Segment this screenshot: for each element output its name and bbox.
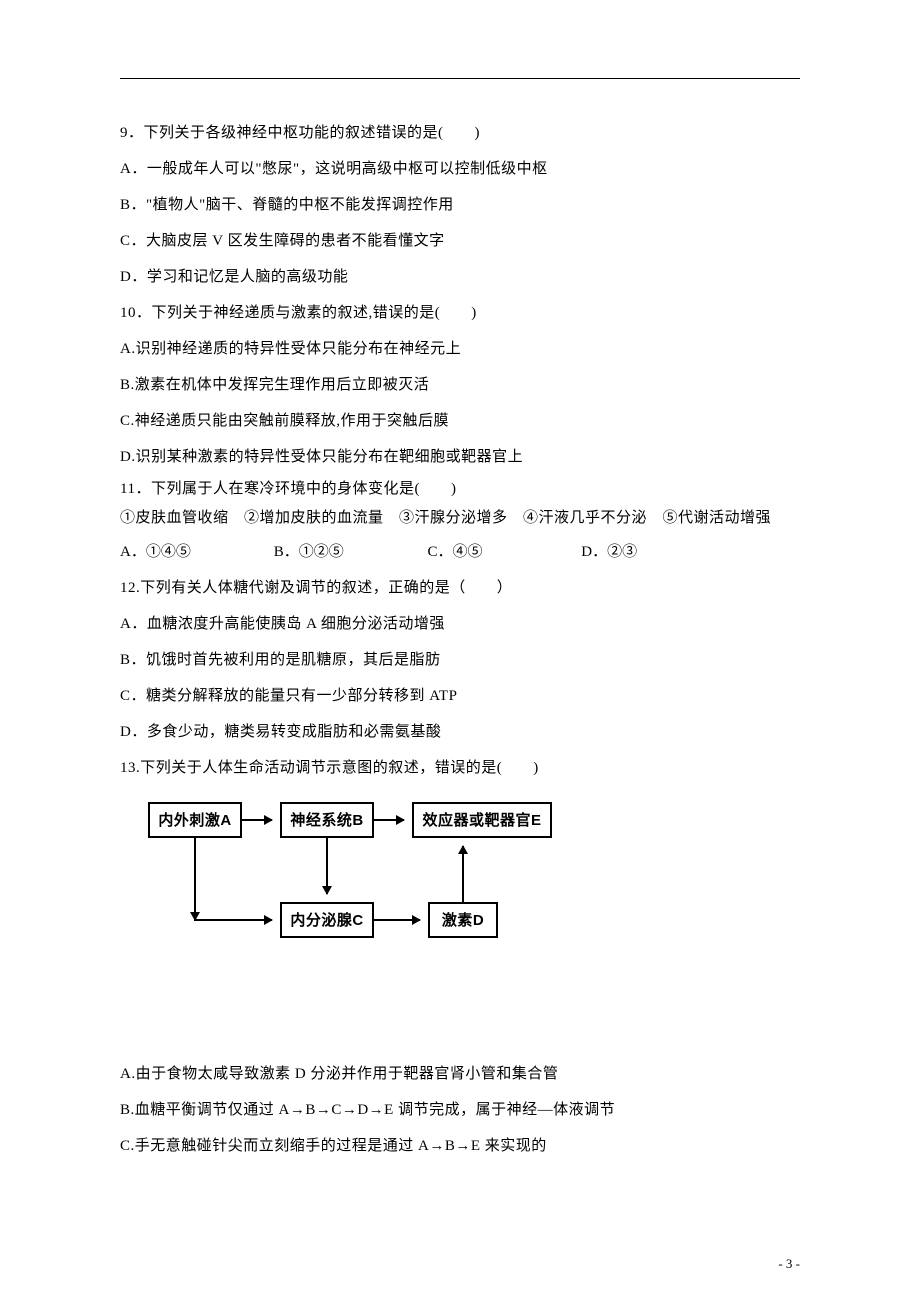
q12-opt-c: C．糖类分解释放的能量只有一少部分转移到 ATP xyxy=(120,678,800,714)
q13-opt-c: C.手无意触碰针尖而立刻缩手的过程是通过 A→B→E 来实现的 xyxy=(120,1128,800,1164)
q11-stem: 11．下列属于人在寒冷环境中的身体变化是( ) xyxy=(120,475,800,504)
q10-opt-d: D.识别某种激素的特异性受体只能分布在靶细胞或靶器官上 xyxy=(120,439,800,475)
q13-diagram: 内外刺激A 神经系统B 效应器或靶器官E 内分泌腺C 激素D xyxy=(148,800,800,950)
q13-opt-a: A.由于食物太咸导致激素 D 分泌并作用于靶器官肾小管和集合管 xyxy=(120,1056,800,1092)
q9-opt-d: D．学习和记忆是人脑的高级功能 xyxy=(120,259,800,295)
page-content: 9．下列关于各级神经中枢功能的叙述错误的是( ) A．一般成年人可以"憋尿"，这… xyxy=(0,0,920,1164)
diagram-box-b: 神经系统B xyxy=(280,802,374,838)
q12-opt-a: A．血糖浓度升高能使胰岛 A 细胞分泌活动增强 xyxy=(120,606,800,642)
arrow-b-c xyxy=(326,838,328,894)
q12-opt-d: D．多食少动，糖类易转变成脂肪和必需氨基酸 xyxy=(120,714,800,750)
arrow-a-c xyxy=(194,919,272,921)
header-rule xyxy=(120,78,800,79)
arrow-b-e xyxy=(374,819,404,821)
q11-options: A．①④⑤ B．①②⑤ C．④⑤ D．②③ xyxy=(120,534,800,570)
arrow-a-b xyxy=(242,819,272,821)
diagram-box-e: 效应器或靶器官E xyxy=(412,802,552,838)
q9-stem: 9．下列关于各级神经中枢功能的叙述错误的是( ) xyxy=(120,115,800,151)
q11-opt-d: D．②③ xyxy=(581,534,637,570)
q12-opt-b: B．饥饿时首先被利用的是肌糖原，其后是脂肪 xyxy=(120,642,800,678)
arrow-d-e xyxy=(462,846,464,902)
arrow-a-down xyxy=(194,838,196,920)
q10-opt-b: B.激素在机体中发挥完生理作用后立即被灭活 xyxy=(120,367,800,403)
q11-circled: ①皮肤血管收缩 ②增加皮肤的血流量 ③汗腺分泌增多 ④汗液几乎不分泌 ⑤代谢活动… xyxy=(120,504,800,533)
q13-opt-b: B.血糖平衡调节仅通过 A→B→C→D→E 调节完成，属于神经—体液调节 xyxy=(120,1092,800,1128)
q9-opt-a: A．一般成年人可以"憋尿"，这说明高级中枢可以控制低级中枢 xyxy=(120,151,800,187)
q9-opt-c: C．大脑皮层 V 区发生障碍的患者不能看懂文字 xyxy=(120,223,800,259)
q10-opt-a: A.识别神经递质的特异性受体只能分布在神经元上 xyxy=(120,331,800,367)
diagram-box-c: 内分泌腺C xyxy=(280,902,374,938)
arrow-c-d xyxy=(374,919,420,921)
q11-opt-c: C．④⑤ xyxy=(428,534,578,570)
spacer xyxy=(120,960,800,1056)
page-number: - 3 - xyxy=(778,1256,800,1272)
q11-opt-a: A．①④⑤ xyxy=(120,534,270,570)
q10-opt-c: C.神经递质只能由突触前膜释放,作用于突触后膜 xyxy=(120,403,800,439)
diagram-box-d: 激素D xyxy=(428,902,498,938)
q12-stem: 12.下列有关人体糖代谢及调节的叙述，正确的是（ ） xyxy=(120,570,800,606)
q11-opt-b: B．①②⑤ xyxy=(274,534,424,570)
diagram-box-a: 内外刺激A xyxy=(148,802,242,838)
q13-stem: 13.下列关于人体生命活动调节示意图的叙述，错误的是( ) xyxy=(120,750,800,786)
q10-stem: 10．下列关于神经递质与激素的叙述,错误的是( ) xyxy=(120,295,800,331)
q9-opt-b: B．"植物人"脑干、脊髓的中枢不能发挥调控作用 xyxy=(120,187,800,223)
